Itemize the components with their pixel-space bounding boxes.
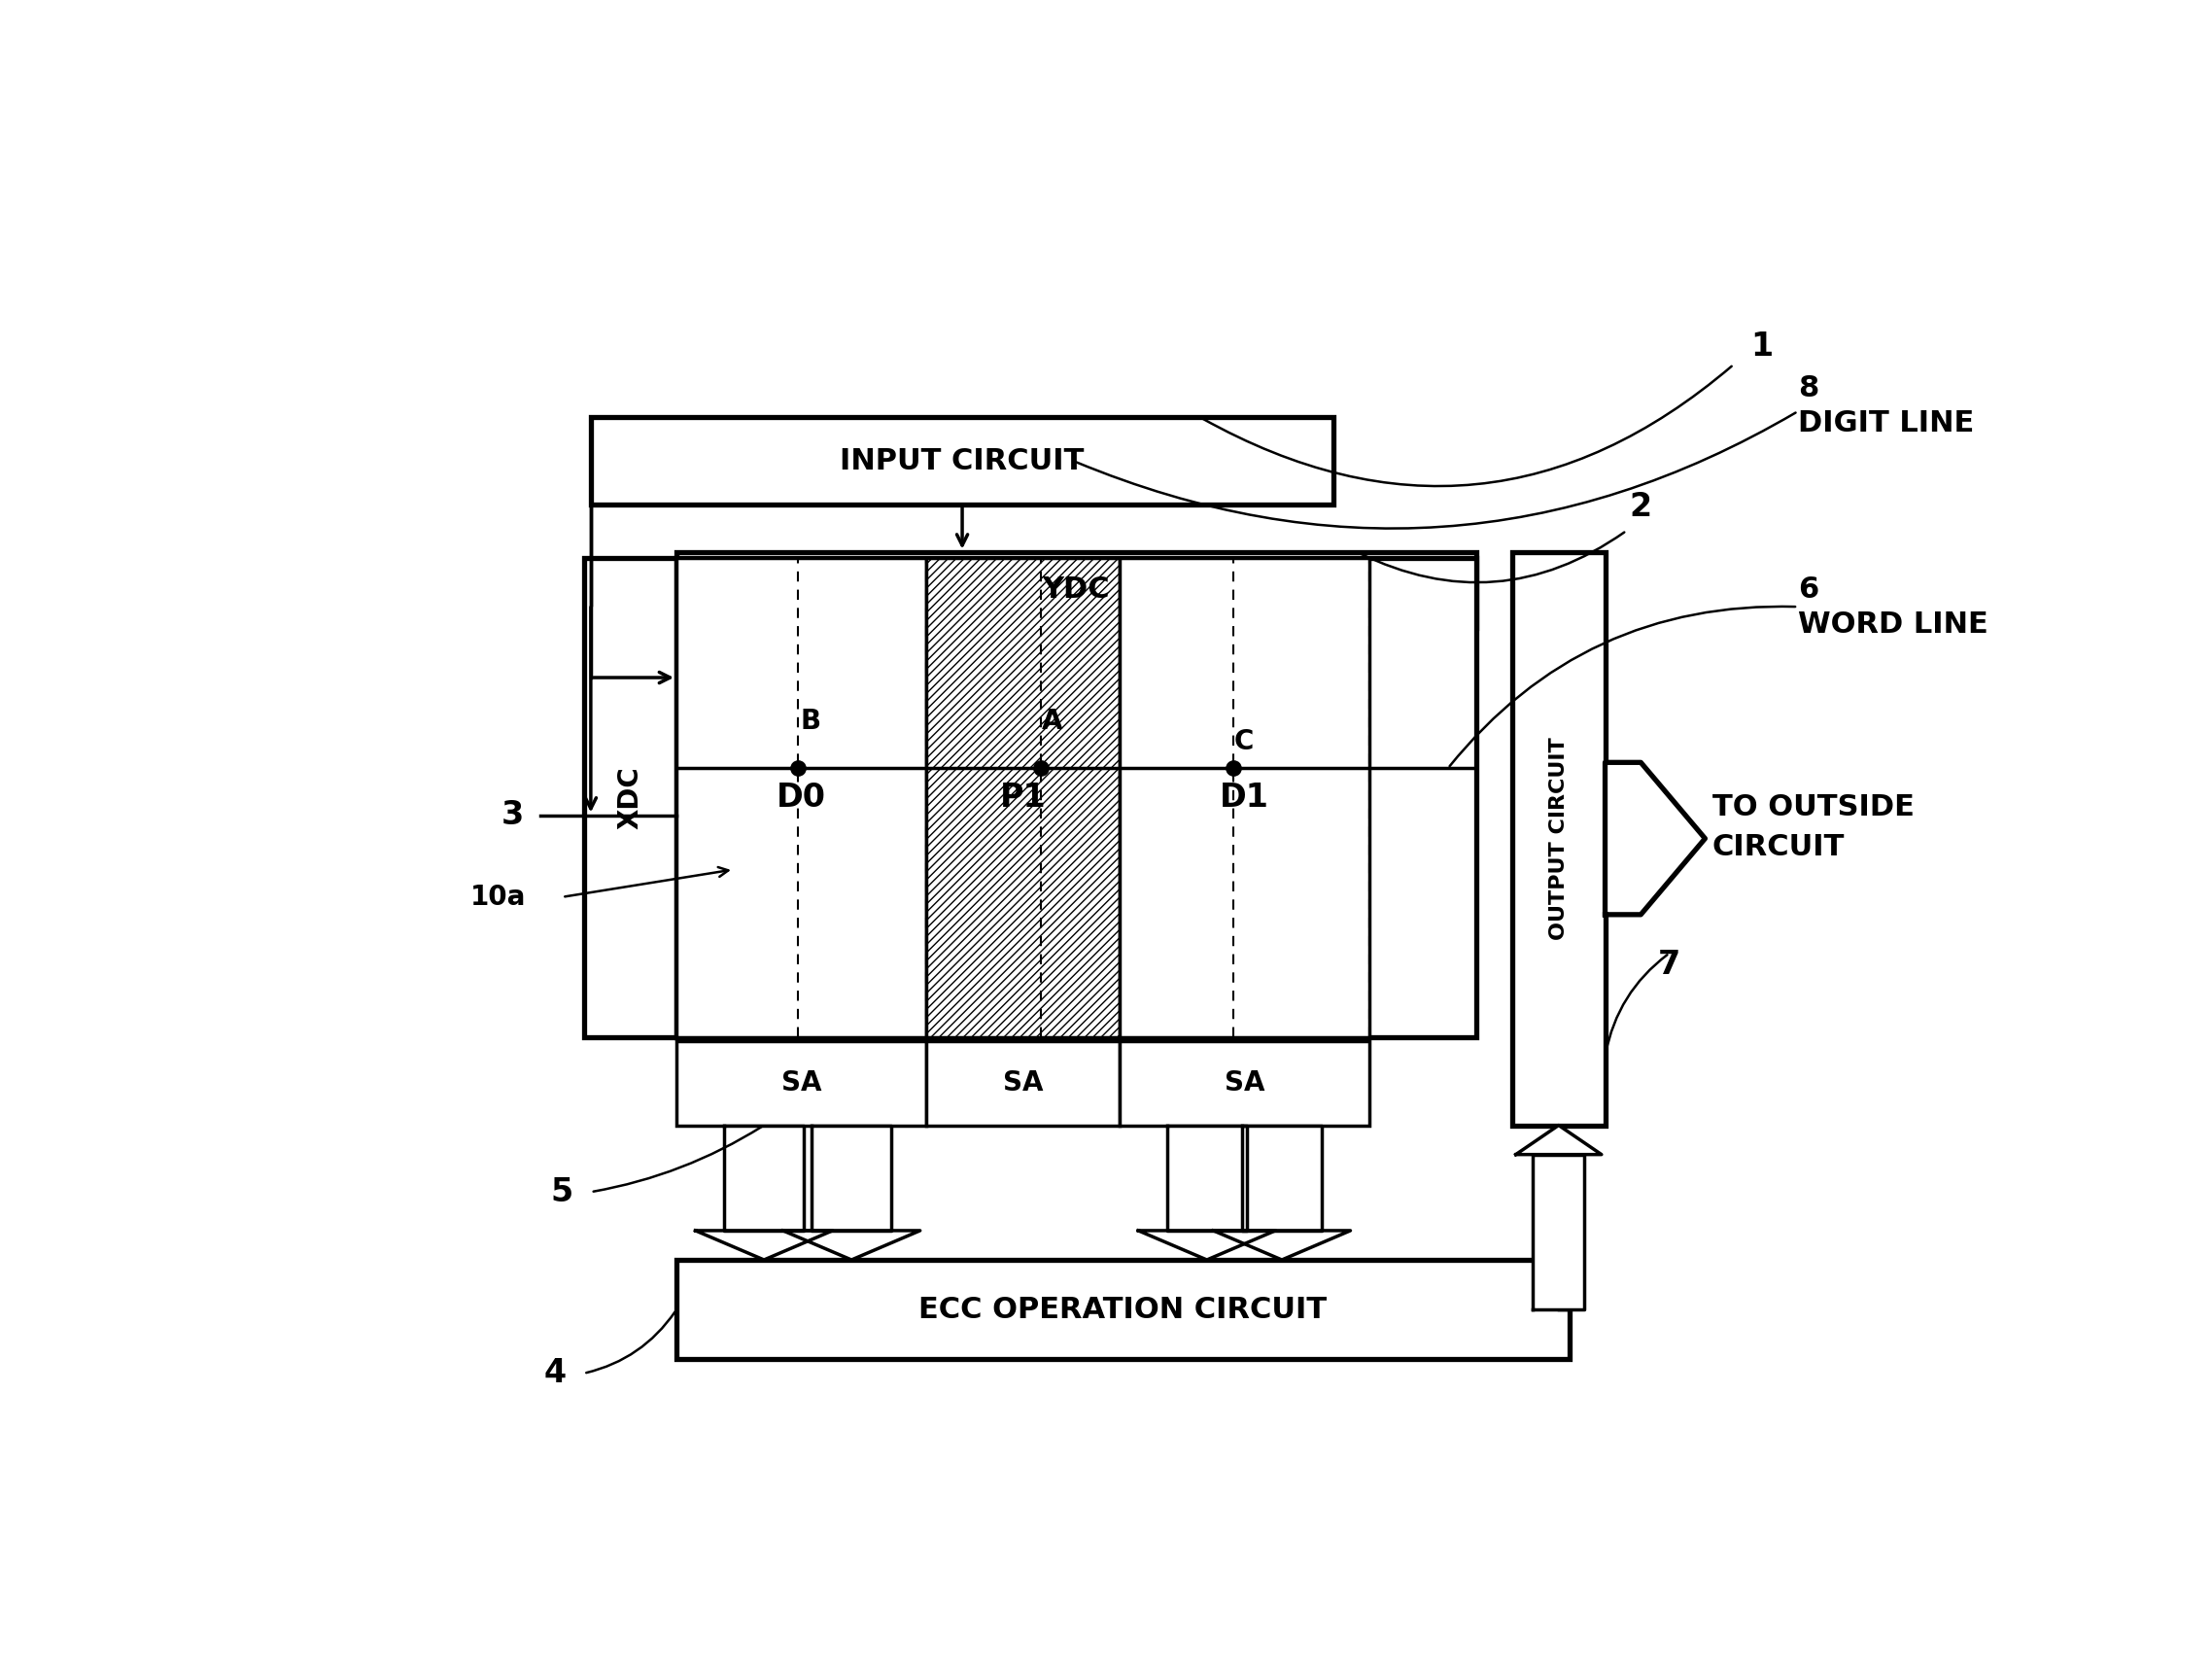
Polygon shape [1241, 1125, 1323, 1231]
Bar [591, 418, 1334, 505]
Text: 6: 6 [1798, 575, 1818, 604]
Polygon shape [1515, 1125, 1601, 1155]
Polygon shape [695, 1231, 832, 1261]
Bar [927, 558, 1119, 1037]
Text: 5: 5 [551, 1175, 573, 1207]
Polygon shape [1533, 1155, 1584, 1309]
Bar [677, 1261, 1568, 1359]
Bar [1119, 558, 1369, 1037]
Bar [677, 1042, 927, 1125]
Polygon shape [812, 1125, 891, 1231]
Text: 3: 3 [500, 799, 524, 831]
Text: B: B [801, 707, 821, 736]
Polygon shape [723, 1125, 803, 1231]
Polygon shape [1168, 1125, 1248, 1231]
Bar [1119, 1042, 1369, 1125]
Text: C: C [1234, 727, 1254, 756]
Text: INPUT CIRCUIT: INPUT CIRCUIT [841, 446, 1084, 475]
Text: XDC: XDC [617, 766, 644, 829]
Polygon shape [1606, 762, 1705, 915]
Text: 4: 4 [544, 1358, 566, 1389]
Text: ECC OPERATION CIRCUIT: ECC OPERATION CIRCUIT [918, 1296, 1327, 1324]
Polygon shape [1214, 1231, 1352, 1261]
Bar [1513, 552, 1606, 1125]
Text: TO OUTSIDE: TO OUTSIDE [1712, 793, 1913, 821]
Polygon shape [783, 1231, 920, 1261]
Text: 8: 8 [1798, 375, 1818, 401]
Text: DIGIT LINE: DIGIT LINE [1798, 410, 1973, 436]
Text: CIRCUIT: CIRCUIT [1712, 833, 1845, 861]
Text: 1: 1 [1752, 331, 1774, 363]
Bar [677, 558, 927, 1037]
Text: D1: D1 [1219, 781, 1270, 814]
Bar [677, 558, 1478, 1037]
Text: 10a: 10a [469, 883, 526, 911]
Text: YDC: YDC [1042, 575, 1110, 604]
Polygon shape [1139, 1231, 1276, 1261]
Text: SA: SA [1002, 1070, 1044, 1097]
Text: 2: 2 [1630, 492, 1652, 523]
Text: D0: D0 [776, 781, 827, 814]
Bar [584, 558, 677, 1037]
Text: OUTPUT CIRCUIT: OUTPUT CIRCUIT [1548, 737, 1568, 940]
Text: SA: SA [1223, 1070, 1265, 1097]
Bar [677, 552, 1478, 629]
Bar [927, 1042, 1119, 1125]
Text: WORD LINE: WORD LINE [1798, 610, 1989, 639]
Text: 7: 7 [1659, 950, 1681, 981]
Text: A: A [1042, 707, 1062, 736]
Text: P1: P1 [1000, 781, 1046, 814]
Text: SA: SA [781, 1070, 821, 1097]
